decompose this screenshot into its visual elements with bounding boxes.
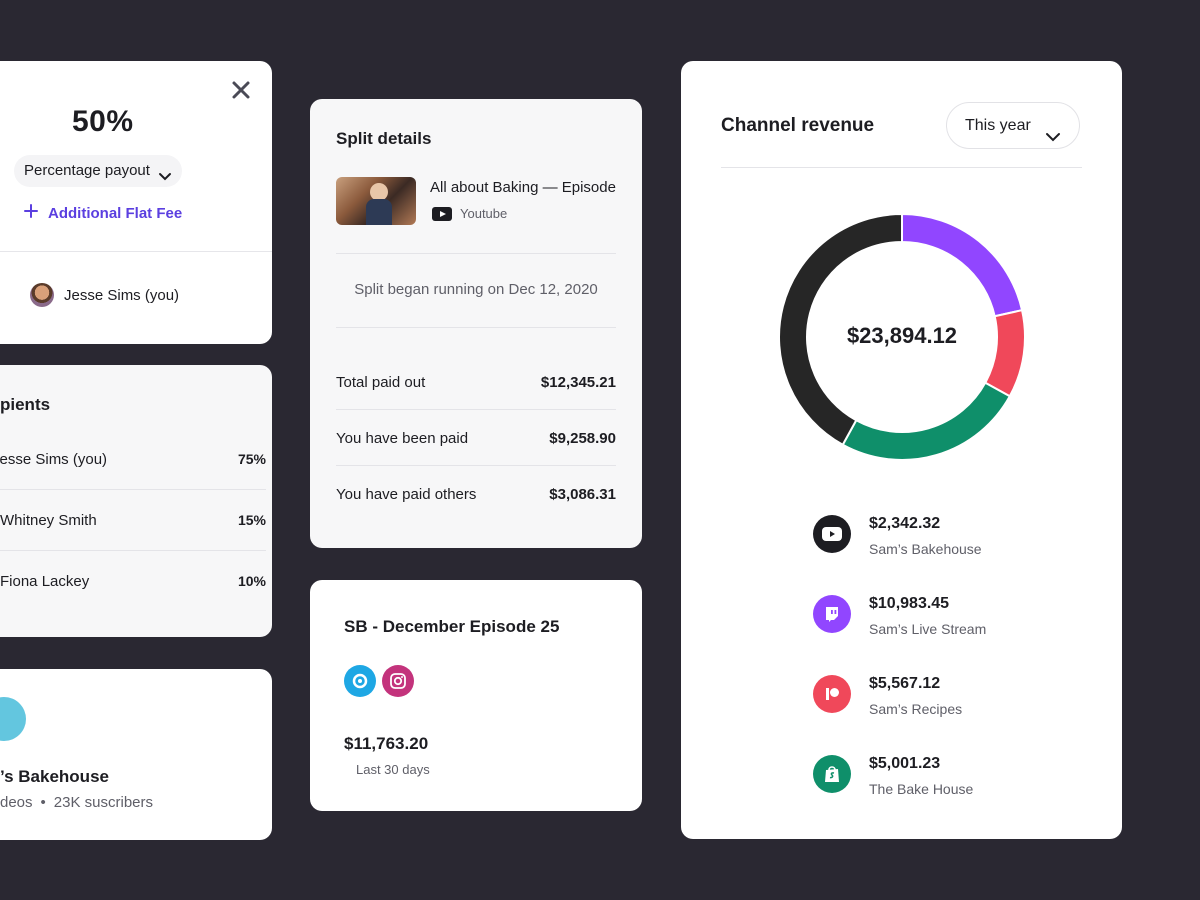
instagram-icon <box>382 665 414 697</box>
recipient-row[interactable]: Jesse Sims (you) 75% <box>0 429 266 489</box>
shopify-icon <box>813 755 851 793</box>
payout-percentage: 50% <box>72 105 134 139</box>
divider <box>336 465 616 466</box>
divider <box>336 409 616 410</box>
range-label: This year <box>965 117 1031 134</box>
stat-row: You have been paid $9,258.90 <box>336 430 616 447</box>
channel-video-count: deos <box>0 794 33 811</box>
stat-amount: $3,086.31 <box>549 486 616 503</box>
recipient-name: Fiona Lackey <box>0 573 89 590</box>
revenue-title: Channel revenue <box>721 115 874 137</box>
recipient-name: Jesse Sims (you) <box>0 451 107 468</box>
youtube-icon <box>813 515 851 553</box>
platform-label: Youtube <box>460 206 507 221</box>
donut-total: $23,894.12 <box>778 323 1026 349</box>
legend-amount: $10,983.45 <box>869 595 949 613</box>
stat-row: Total paid out $12,345.21 <box>336 374 616 391</box>
plus-icon <box>24 204 38 222</box>
legend-amount: $5,001.23 <box>869 755 940 773</box>
stat-label: You have been paid <box>336 430 468 447</box>
stat-label: You have paid others <box>336 486 476 503</box>
chevron-down-icon <box>1045 118 1061 163</box>
recipients-title: pients <box>0 395 50 415</box>
legend-source: Sam’s Recipes <box>869 701 962 717</box>
stat-label: Total paid out <box>336 374 425 391</box>
legend-amount: $5,567.12 <box>869 675 940 693</box>
close-icon[interactable] <box>230 79 252 101</box>
divider <box>0 251 272 252</box>
recipient-share: 75% <box>238 451 266 467</box>
channel-card[interactable]: ’s Bakehouse deos • 23K suscribers <box>0 669 272 840</box>
stat-amount: $9,258.90 <box>549 430 616 447</box>
split-start-date: Split began running on Dec 12, 2020 <box>336 281 616 298</box>
payout-type-dropdown[interactable]: Percentage payout <box>14 155 182 187</box>
legend-item-patreon[interactable]: $5,567.12 Sam’s Recipes <box>813 673 1073 723</box>
owner-name: Jesse Sims (you) <box>64 287 179 304</box>
avatar <box>30 283 54 307</box>
episode-amount: $11,763.20 <box>344 734 428 754</box>
recipient-row[interactable]: Whitney Smith 15% <box>0 490 266 550</box>
split-title: Split details <box>336 129 431 149</box>
recipients-card: pients Jesse Sims (you) 75% Whitney Smit… <box>0 365 272 637</box>
payout-type-label: Percentage payout <box>24 162 150 179</box>
legend-item-youtube[interactable]: $2,342.32 Sam’s Bakehouse <box>813 513 1073 563</box>
legend-item-shopify[interactable]: $5,001.23 The Bake House <box>813 753 1073 803</box>
divider <box>336 327 616 328</box>
divider <box>336 253 616 254</box>
stat-row: You have paid others $3,086.31 <box>336 486 616 503</box>
legend-amount: $2,342.32 <box>869 515 940 533</box>
recipient-share: 10% <box>238 573 266 589</box>
legend-item-twitch[interactable]: $10,983.45 Sam’s Live Stream <box>813 593 1073 643</box>
channel-meta: deos • 23K suscribers <box>0 794 153 811</box>
owner-row: Jesse Sims (you) <box>30 283 179 307</box>
chevron-down-icon <box>158 164 172 196</box>
channel-subscribers: 23K suscribers <box>54 794 153 811</box>
stat-amount: $12,345.21 <box>541 374 616 391</box>
channel-revenue-card: Channel revenue This year $23,894.12 $2,… <box>681 61 1122 839</box>
split-details-card: Split details All about Baking — Episode… <box>310 99 642 548</box>
payout-card: 50% Percentage payout Additional Flat Fe… <box>0 61 272 344</box>
onlyfans-icon <box>344 665 376 697</box>
patreon-icon <box>813 675 851 713</box>
divider <box>721 167 1082 168</box>
range-dropdown[interactable]: This year <box>946 102 1080 149</box>
donut-slice-3 <box>843 383 1010 460</box>
channel-name: ’s Bakehouse <box>0 767 109 787</box>
add-flat-fee-label: Additional Flat Fee <box>48 205 182 222</box>
legend-source: Sam’s Live Stream <box>869 621 986 637</box>
legend-source: Sam’s Bakehouse <box>869 541 982 557</box>
episode-period: Last 30 days <box>356 762 430 777</box>
avatar <box>0 697 26 741</box>
legend-source: The Bake House <box>869 781 973 797</box>
video-platform: Youtube <box>432 206 507 221</box>
video-title[interactable]: All about Baking — Episode <box>430 179 622 196</box>
donut-slice-1 <box>902 214 1022 316</box>
recipient-share: 15% <box>238 512 266 528</box>
twitch-icon <box>813 595 851 633</box>
meta-separator: • <box>41 794 46 811</box>
platform-icons <box>344 665 414 697</box>
youtube-icon <box>432 207 452 221</box>
episode-title: SB - December Episode 25 <box>344 617 559 637</box>
episode-card[interactable]: SB - December Episode 25 $11,763.20 Last… <box>310 580 642 811</box>
recipient-name: Whitney Smith <box>0 512 97 529</box>
add-flat-fee-button[interactable]: Additional Flat Fee <box>24 204 182 222</box>
video-thumbnail[interactable] <box>336 177 416 225</box>
recipient-row[interactable]: Fiona Lackey 10% <box>0 551 266 611</box>
